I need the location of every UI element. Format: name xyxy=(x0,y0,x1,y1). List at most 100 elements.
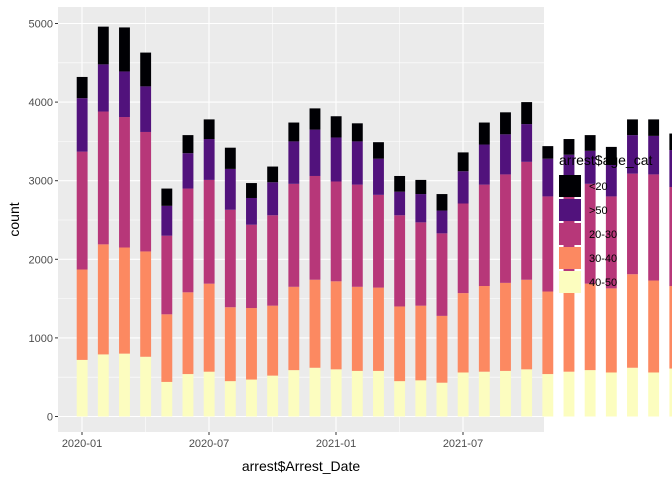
bar-segment-40-50-bin-5 xyxy=(182,374,194,417)
bar-segment-20-30-bin-10 xyxy=(288,183,300,287)
bar-segment-lt20-bin-12 xyxy=(330,116,342,138)
bar-segment-gt50-bin-8 xyxy=(246,197,257,225)
bar-segment-20-30-bin-14 xyxy=(373,194,384,288)
bar-segment-40-50-bin-14 xyxy=(373,370,384,417)
bar-segment-30-40-bin-28 xyxy=(669,286,672,369)
bar-segment-30-40-bin-5 xyxy=(182,292,194,375)
bar-segment-40-50-bin-22 xyxy=(542,374,554,417)
bar-segment-lt20-bin-2 xyxy=(119,27,130,72)
legend-key xyxy=(559,175,581,197)
bar-segment-gt50-bin-23 xyxy=(563,154,575,189)
bar-segment-40-50-bin-6 xyxy=(203,371,215,417)
bar-segment-30-40-bin-2 xyxy=(119,247,130,354)
bar-segment-lt20-bin-11 xyxy=(309,108,321,130)
bar-segment-20-30-bin-4 xyxy=(161,235,173,315)
bar-segment-20-30-bin-9 xyxy=(267,215,279,306)
bar-segment-30-40-bin-1 xyxy=(97,244,109,355)
bar-segment-40-50-bin-27 xyxy=(648,372,660,417)
bar-segment-20-30-bin-3 xyxy=(140,131,152,252)
bar-segment-gt50-bin-14 xyxy=(373,158,384,195)
bar-segment-40-50-bin-10 xyxy=(288,370,300,417)
y-tick-label: 2000 xyxy=(29,254,53,266)
bar-segment-40-50-bin-28 xyxy=(669,368,672,417)
bar-segment-40-50-bin-17 xyxy=(436,382,448,417)
bar-segment-40-50-bin-2 xyxy=(119,353,130,417)
x-tick-label: 2021-01 xyxy=(316,438,356,450)
bar-segment-30-40-bin-26 xyxy=(627,274,638,368)
bar-segment-40-50-bin-8 xyxy=(246,379,257,417)
bar-segment-gt50-bin-25 xyxy=(605,164,617,197)
bar-segment-30-40-bin-24 xyxy=(584,283,596,371)
bar-segment-40-50-bin-23 xyxy=(563,371,575,417)
bar-segment-lt20-bin-20 xyxy=(500,112,511,135)
bar-segment-gt50-bin-20 xyxy=(500,134,511,175)
bar-segment-lt20-bin-25 xyxy=(605,146,617,165)
bar-segment-40-50-bin-20 xyxy=(500,370,511,417)
bar-segment-lt20-bin-8 xyxy=(246,183,257,198)
bar-segment-lt20-bin-28 xyxy=(669,133,672,151)
legend-key xyxy=(559,199,581,221)
bar-segment-gt50-bin-18 xyxy=(457,171,469,204)
bar-segment-lt20-bin-15 xyxy=(394,175,406,192)
bar-segment-gt50-bin-12 xyxy=(330,137,342,182)
bar-segment-30-40-bin-27 xyxy=(648,280,660,373)
bar-segment-lt20-bin-26 xyxy=(627,119,638,136)
bar-segment-lt20-bin-6 xyxy=(203,119,215,140)
bar-segment-20-30-bin-16 xyxy=(415,222,427,306)
bar-segment-30-40-bin-14 xyxy=(373,287,384,371)
bar-segment-lt20-bin-5 xyxy=(182,135,194,154)
bar-segment-30-40-bin-4 xyxy=(161,314,173,382)
legend-label: 30-40 xyxy=(589,253,617,265)
bar-segment-20-30-bin-12 xyxy=(330,181,342,282)
legend-title: arrest$age_cat xyxy=(559,152,653,168)
legend-label: 40-50 xyxy=(589,277,617,289)
bar-segment-lt20-bin-14 xyxy=(373,142,384,159)
bar-segment-gt50-bin-7 xyxy=(224,168,236,210)
bar-segment-30-40-bin-7 xyxy=(224,307,236,382)
bar-segment-30-40-bin-15 xyxy=(394,306,406,382)
bar-segment-lt20-bin-18 xyxy=(457,152,469,172)
y-axis-title: count xyxy=(6,202,22,236)
bar-segment-lt20-bin-3 xyxy=(140,52,152,87)
y-tick-label: 0 xyxy=(47,412,53,424)
bar-segment-gt50-bin-0 xyxy=(76,98,88,152)
bar-segment-gt50-bin-4 xyxy=(161,205,173,236)
bar-segment-gt50-bin-2 xyxy=(119,71,130,118)
bar-segment-30-40-bin-19 xyxy=(478,286,490,372)
bar-segment-20-30-bin-8 xyxy=(246,224,257,309)
bar-segment-lt20-bin-9 xyxy=(267,166,279,183)
y-tick-label: 5000 xyxy=(29,19,53,31)
bar-segment-30-40-bin-25 xyxy=(605,288,617,373)
bar-segment-lt20-bin-10 xyxy=(288,122,300,142)
bar-segment-30-40-bin-20 xyxy=(500,282,511,371)
bar-segment-20-30-bin-22 xyxy=(542,196,554,292)
legend-label: 20-30 xyxy=(589,229,617,241)
legend-key xyxy=(559,247,581,269)
bar-segment-gt50-bin-6 xyxy=(203,139,215,180)
bar-segment-40-50-bin-15 xyxy=(394,381,406,417)
bar-segment-20-30-bin-26 xyxy=(627,173,638,275)
bar-segment-40-50-bin-24 xyxy=(584,370,596,417)
bar-segment-20-30-bin-19 xyxy=(478,184,490,287)
bar-segment-40-50-bin-11 xyxy=(309,367,321,417)
y-tick-label: 1000 xyxy=(29,333,53,345)
bar-segment-30-40-bin-10 xyxy=(288,286,300,371)
bar-segment-gt50-bin-26 xyxy=(627,135,638,174)
bar-segment-gt50-bin-27 xyxy=(648,135,660,175)
bar-segment-lt20-bin-7 xyxy=(224,147,236,169)
bar-segment-40-50-bin-12 xyxy=(330,369,342,417)
legend-key xyxy=(559,271,581,293)
bar-segment-30-40-bin-9 xyxy=(267,305,279,376)
bar-segment-gt50-bin-5 xyxy=(182,153,194,189)
bar-segment-gt50-bin-9 xyxy=(267,182,279,216)
bar-segment-gt50-bin-3 xyxy=(140,86,152,132)
bar-segment-20-30-bin-24 xyxy=(584,183,596,284)
bar-segment-30-40-bin-21 xyxy=(521,279,533,370)
x-axis: 2020-01 2020-07 2021-01 2021-07 xyxy=(62,432,483,450)
bar-segment-30-40-bin-22 xyxy=(542,291,554,375)
x-tick-label: 2020-01 xyxy=(62,438,102,450)
bar-segment-20-30-bin-25 xyxy=(605,196,617,289)
bar-segment-30-40-bin-18 xyxy=(457,293,469,373)
bar-segment-40-50-bin-1 xyxy=(97,354,109,417)
